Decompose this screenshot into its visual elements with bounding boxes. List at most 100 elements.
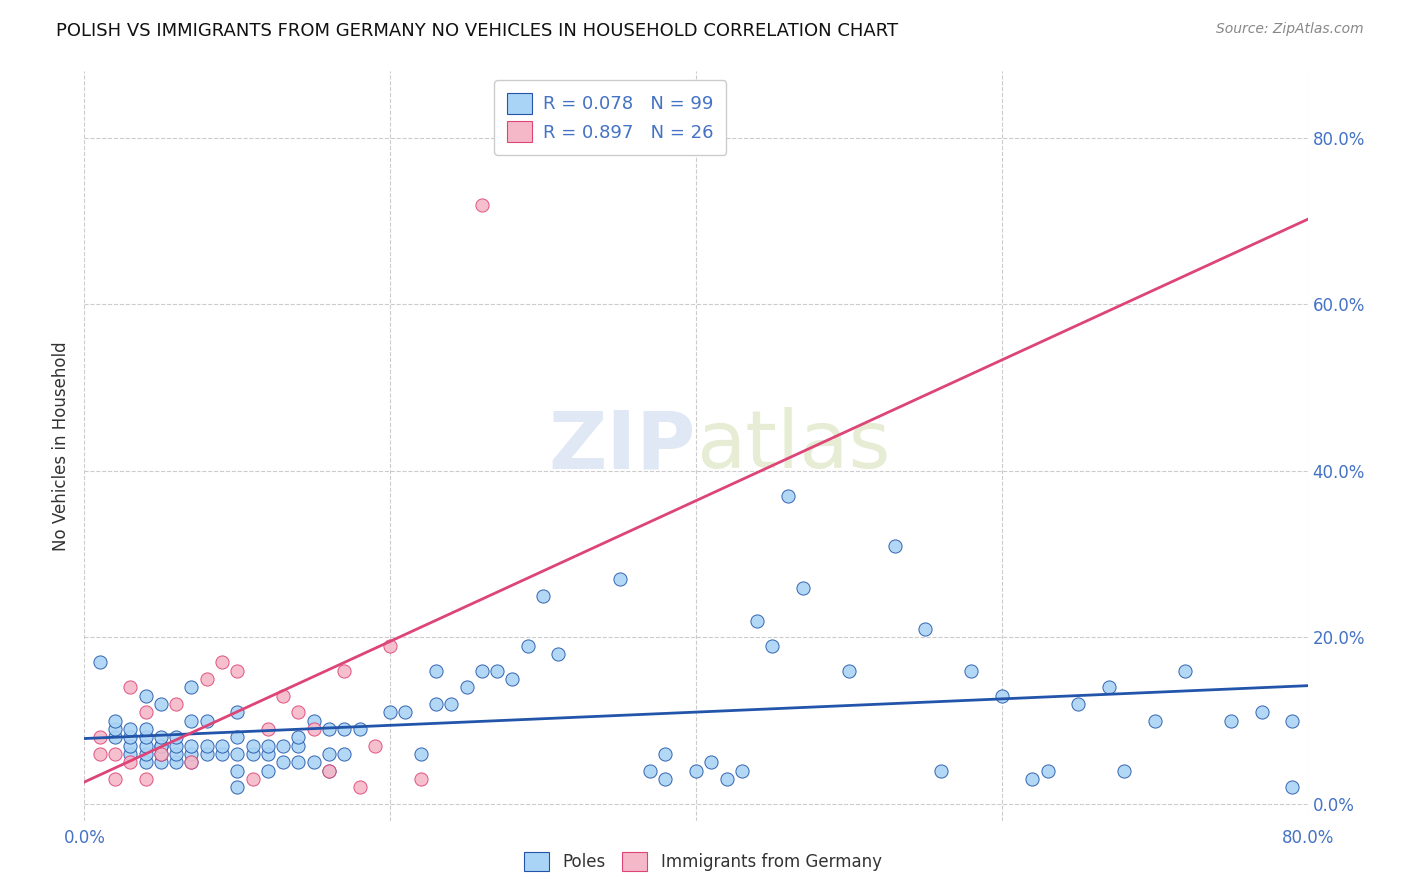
Point: [120, 756, 142, 770]
Text: ZIP: ZIP: [548, 407, 696, 485]
Point: [195, 714, 218, 728]
Point: [883, 539, 905, 553]
Point: [792, 581, 814, 595]
Point: [195, 747, 218, 761]
Point: [1250, 706, 1272, 720]
Point: [165, 739, 187, 753]
Point: [838, 664, 860, 678]
Point: [287, 739, 309, 753]
Point: [1220, 714, 1243, 728]
Point: [394, 706, 416, 720]
Point: [120, 739, 142, 753]
Point: [991, 689, 1014, 703]
Point: [271, 756, 294, 770]
Point: [135, 747, 157, 761]
Point: [180, 739, 202, 753]
Point: [257, 722, 280, 736]
Point: [761, 639, 783, 653]
Point: [318, 722, 340, 736]
Point: [271, 739, 294, 753]
Point: [302, 756, 325, 770]
Point: [149, 731, 172, 745]
Point: [120, 681, 142, 695]
Text: Source: ZipAtlas.com: Source: ZipAtlas.com: [1216, 22, 1364, 37]
Point: [242, 772, 264, 786]
Point: [1021, 772, 1043, 786]
Y-axis label: No Vehicles in Household: No Vehicles in Household: [52, 341, 70, 551]
Point: [747, 614, 769, 628]
Point: [318, 764, 340, 778]
Point: [654, 772, 676, 786]
Point: [716, 772, 738, 786]
Point: [440, 697, 463, 711]
Point: [547, 647, 569, 661]
Point: [1067, 697, 1090, 711]
Point: [380, 706, 402, 720]
Point: [89, 747, 111, 761]
Point: [135, 756, 157, 770]
Point: [211, 656, 233, 670]
Point: [960, 664, 983, 678]
Point: [226, 747, 249, 761]
Point: [287, 706, 309, 720]
Point: [287, 731, 309, 745]
Legend: R = 0.078   N = 99, R = 0.897   N = 26: R = 0.078 N = 99, R = 0.897 N = 26: [495, 80, 727, 154]
Point: [195, 672, 218, 686]
Point: [700, 756, 723, 770]
Point: [104, 747, 127, 761]
Point: [531, 589, 554, 603]
Point: [226, 780, 249, 795]
Point: [685, 764, 707, 778]
Point: [242, 747, 264, 761]
Point: [104, 772, 127, 786]
Point: [1036, 764, 1059, 778]
Point: [165, 756, 187, 770]
Point: [180, 747, 202, 761]
Point: [180, 681, 202, 695]
Point: [120, 747, 142, 761]
Point: [638, 764, 661, 778]
Point: [104, 714, 127, 728]
Point: [1114, 764, 1136, 778]
Point: [180, 756, 202, 770]
Point: [149, 747, 172, 761]
Point: [257, 739, 280, 753]
Point: [149, 756, 172, 770]
Point: [226, 664, 249, 678]
Point: [364, 739, 387, 753]
Point: [211, 747, 233, 761]
Point: [929, 764, 952, 778]
Text: atlas: atlas: [696, 407, 890, 485]
Point: [409, 772, 432, 786]
Point: [165, 697, 187, 711]
Point: [333, 722, 356, 736]
Point: [654, 747, 676, 761]
Point: [135, 731, 157, 745]
Point: [135, 772, 157, 786]
Point: [149, 697, 172, 711]
Point: [425, 664, 447, 678]
Point: [1281, 780, 1303, 795]
Point: [195, 739, 218, 753]
Point: [149, 739, 172, 753]
Point: [89, 656, 111, 670]
Point: [318, 747, 340, 761]
Point: [180, 756, 202, 770]
Point: [287, 756, 309, 770]
Point: [318, 764, 340, 778]
Point: [302, 714, 325, 728]
Point: [349, 780, 371, 795]
Point: [333, 747, 356, 761]
Legend: Poles, Immigrants from Germany: Poles, Immigrants from Germany: [516, 843, 890, 880]
Point: [135, 722, 157, 736]
Point: [302, 722, 325, 736]
Point: [226, 706, 249, 720]
Point: [486, 664, 509, 678]
Point: [135, 689, 157, 703]
Point: [425, 697, 447, 711]
Point: [380, 639, 402, 653]
Text: POLISH VS IMMIGRANTS FROM GERMANY NO VEHICLES IN HOUSEHOLD CORRELATION CHART: POLISH VS IMMIGRANTS FROM GERMANY NO VEH…: [56, 22, 898, 40]
Point: [502, 672, 524, 686]
Point: [226, 764, 249, 778]
Point: [914, 622, 936, 636]
